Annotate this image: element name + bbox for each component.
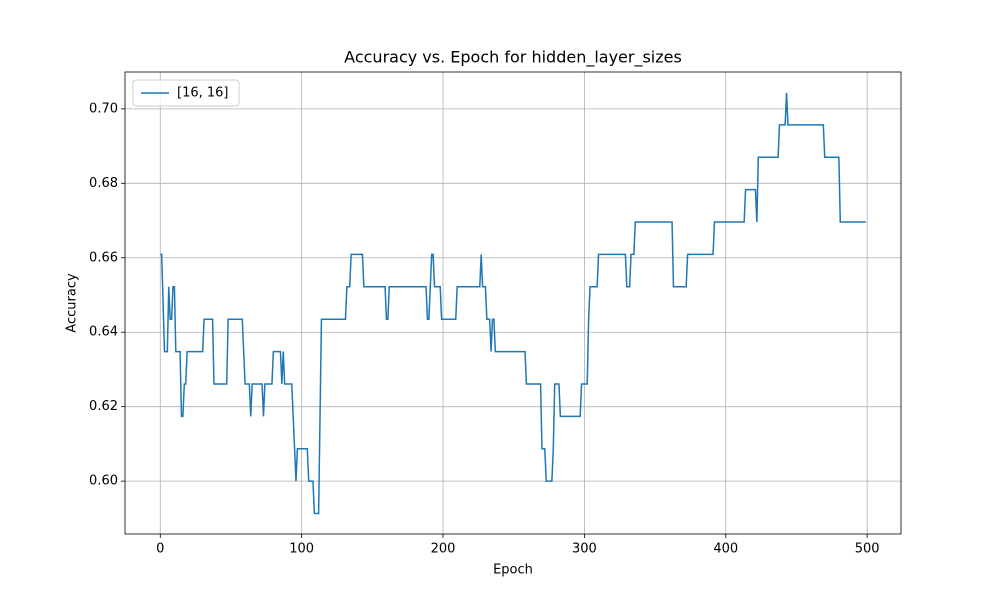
axes-frame: [124, 71, 902, 535]
y-tick-label: 0.68: [89, 176, 118, 191]
y-tick-label: 0.60: [89, 474, 118, 489]
x-tick-label: 0: [156, 542, 164, 557]
x-tick-label: 100: [289, 542, 314, 557]
x-tick-label: 200: [431, 542, 456, 557]
y-tick-label: 0.70: [89, 101, 118, 116]
legend-box: [132, 79, 240, 107]
x-tick-label: 400: [713, 542, 738, 557]
x-tick-label: 300: [572, 542, 597, 557]
x-axis-label: Epoch: [493, 563, 533, 578]
y-axis-label: Accuracy: [65, 273, 80, 333]
y-tick-label: 0.62: [89, 399, 118, 414]
data-line: [160, 92, 866, 515]
y-tick-label: 0.64: [89, 325, 118, 340]
chart-title: Accuracy vs. Epoch for hidden_layer_size…: [344, 48, 682, 68]
legend-label: [16, 16]: [177, 86, 229, 101]
x-tick-label: 500: [855, 542, 880, 557]
y-tick-label: 0.66: [89, 250, 118, 265]
